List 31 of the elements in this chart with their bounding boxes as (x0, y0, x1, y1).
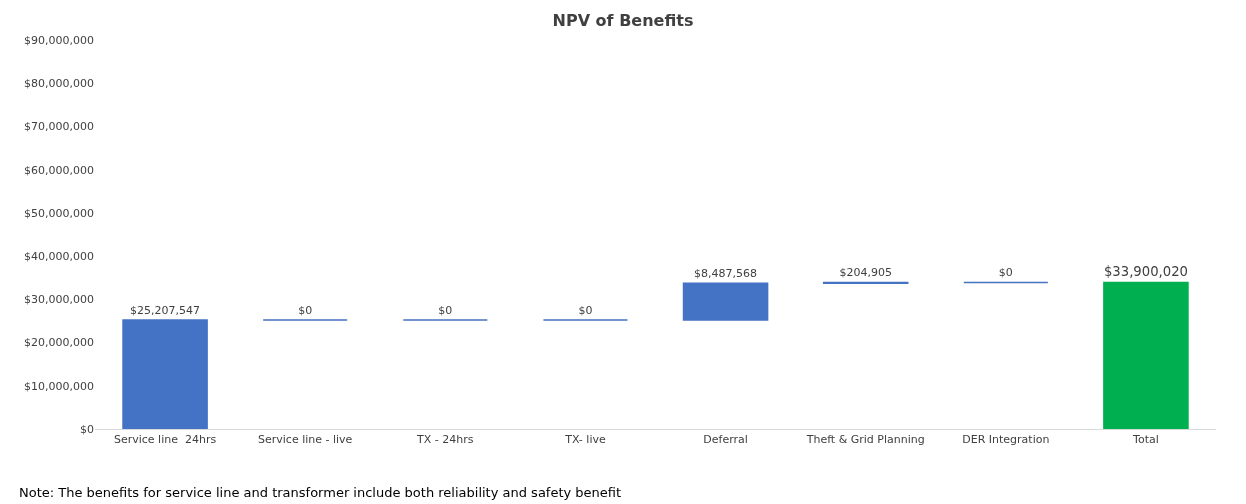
x-tick-label: Total (1132, 433, 1159, 447)
data-label: $0 (438, 304, 453, 318)
x-tick-label: DER Integration (962, 433, 1050, 447)
y-tick-label: $90,000,000 (24, 33, 94, 47)
text: Note: The benefits for service line and transformer include both reliability and safety benefit (19, 485, 622, 500)
y-tick-label: $40,000,000 (24, 249, 94, 263)
bar (122, 319, 208, 429)
x-tick-label: TX- live (564, 433, 606, 447)
data-label: $33,900,020 (1103, 263, 1188, 279)
data-label: $8,487,568 (694, 267, 758, 281)
y-tick-label: $80,000,000 (24, 77, 94, 91)
data-label: $204,905 (839, 266, 892, 280)
y-tick-label: $30,000,000 (24, 293, 94, 307)
x-tick-label: TX - 24hrs (416, 433, 474, 447)
bar (682, 282, 769, 321)
y-tick-label: $0 (80, 422, 94, 436)
x-tick-label: Theft & Grid Planning (805, 433, 925, 447)
x-tick-label: Service line - live (258, 433, 353, 447)
y-tick-label: $70,000,000 (24, 120, 94, 134)
x-tick-label: Deferral (703, 433, 748, 447)
y-tick-label: $20,000,000 (24, 336, 94, 350)
chart-title: NPV of Benefits (552, 11, 694, 31)
data-label: $0 (578, 304, 593, 318)
bar (1103, 281, 1189, 429)
y-tick-label: $10,000,000 (24, 379, 94, 393)
x-tick-label: Service line 24hrs (113, 433, 217, 447)
y-tick-label: $50,000,000 (24, 206, 94, 220)
data-label: $25,207,547 (130, 304, 201, 318)
y-tick-label: $60,000,000 (24, 163, 94, 177)
data-label: $0 (998, 266, 1013, 280)
data-label: $0 (298, 304, 313, 318)
